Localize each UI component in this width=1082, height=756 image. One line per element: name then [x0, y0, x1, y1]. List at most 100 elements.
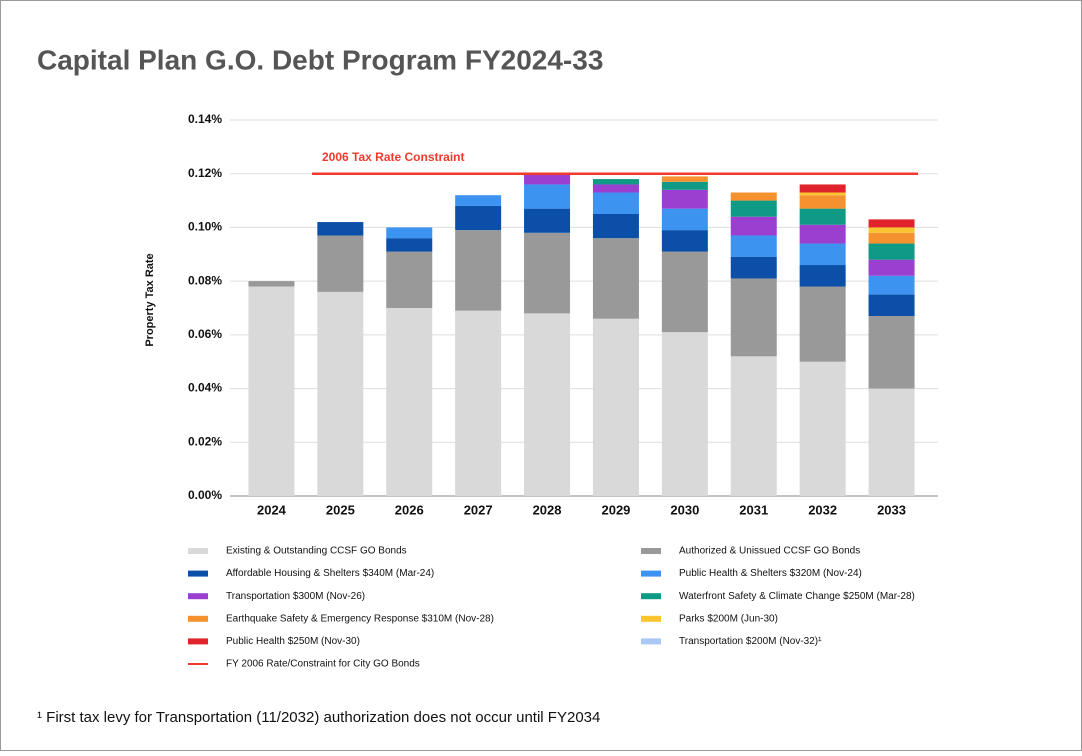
x-tick-label: 2024	[257, 502, 287, 517]
bar-segment	[868, 219, 915, 228]
bar-segment	[799, 265, 846, 287]
y-tick-label: 0.08%	[188, 273, 222, 287]
x-tick-label: 2031	[739, 502, 768, 517]
bar-segment	[799, 286, 846, 362]
bar-segment	[799, 195, 846, 209]
bar-segment	[386, 227, 433, 239]
bar-segment	[799, 192, 846, 196]
bar-segment	[455, 195, 502, 206]
bar-segment	[592, 214, 639, 239]
legend-swatch	[641, 638, 661, 645]
bar-segment	[455, 230, 502, 311]
legend-label: Affordable Housing & Shelters $340M (Mar…	[226, 568, 434, 579]
legend-label: Public Health $250M (Nov-30)	[226, 636, 360, 647]
bar-segment	[661, 176, 708, 182]
y-tick-label: 0.02%	[188, 434, 222, 448]
bar-segment	[592, 179, 639, 185]
y-tick-label: 0.12%	[188, 166, 222, 180]
bar-segment	[524, 184, 571, 209]
bar-segment	[868, 275, 915, 295]
bar-segment	[317, 222, 364, 236]
bar-segment	[868, 232, 915, 244]
y-tick-label: 0.00%	[188, 488, 222, 502]
bar-segment	[592, 184, 639, 193]
bar-segment	[248, 286, 295, 496]
x-tick-label: 2030	[670, 502, 699, 517]
bar-segment	[730, 356, 777, 496]
bar-segment	[317, 291, 364, 496]
bar-segment	[592, 192, 639, 214]
legend-swatch	[188, 548, 208, 554]
bar-segment	[661, 251, 708, 333]
bar-segment	[730, 216, 777, 236]
legend-label: Transportation $200M (Nov-32)¹	[679, 636, 822, 647]
legend-swatch	[188, 570, 208, 577]
bar-segment	[524, 232, 571, 314]
bar-segment	[661, 332, 708, 496]
bar-segment	[661, 208, 708, 231]
bar-segment	[868, 227, 915, 233]
legend-swatch	[188, 638, 208, 645]
bar-segment	[868, 259, 915, 276]
legend-swatch	[188, 615, 208, 622]
bar-segment	[799, 361, 846, 496]
reference-label: 2006 Tax Rate Constraint	[322, 150, 465, 164]
bar-segment	[730, 200, 777, 217]
bar-segment	[524, 173, 571, 185]
bar-segment	[248, 281, 295, 287]
bar-segment	[868, 388, 915, 496]
x-tick-label: 2029	[601, 502, 630, 517]
bar-segment	[661, 230, 708, 252]
bar-segment	[455, 205, 502, 231]
bar-segment	[592, 318, 639, 496]
legend-swatch	[641, 548, 661, 554]
bar-segment	[799, 208, 846, 225]
bar-segment	[455, 310, 502, 496]
y-tick-label: 0.04%	[188, 381, 222, 395]
x-tick-label: 2025	[326, 502, 355, 517]
bar-segment	[868, 243, 915, 260]
bar-segment	[386, 238, 433, 252]
x-tick-label: 2028	[533, 502, 562, 517]
x-tick-label: 2026	[395, 502, 424, 517]
footnote: ¹ First tax levy for Transportation (11/…	[37, 709, 600, 726]
bar-segment	[868, 316, 915, 389]
bar-segment	[730, 192, 777, 201]
legend-label: Parks $200M (Jun-30)	[679, 613, 778, 624]
x-tick-label: 2033	[877, 502, 906, 517]
bar-segment	[592, 238, 639, 319]
x-tick-label: 2027	[464, 502, 493, 517]
legend-label: Existing & Outstanding CCSF GO Bonds	[226, 546, 407, 557]
bar-segment	[799, 224, 846, 244]
bar-segment	[386, 308, 433, 496]
legend-label: Authorized & Unissued CCSF GO Bonds	[679, 546, 860, 557]
bar-segment	[730, 235, 777, 257]
legend-label: Earthquake Safety & Emergency Response $…	[226, 613, 494, 624]
bar-segment	[730, 278, 777, 357]
y-tick-label: 0.10%	[188, 220, 222, 234]
y-tick-label: 0.06%	[188, 327, 222, 341]
bar-segment	[661, 189, 708, 209]
y-tick-label: 0.14%	[188, 112, 222, 126]
bar-segment	[524, 208, 571, 233]
bar-segment	[317, 235, 364, 292]
legend-label: FY 2006 Rate/Constraint for City GO Bond…	[226, 659, 420, 670]
legend-swatch	[641, 593, 661, 600]
bar-segment	[868, 294, 915, 317]
legend-label: Waterfront Safety & Climate Change $250M…	[679, 591, 915, 602]
bar-segment	[661, 181, 708, 190]
bar-segment	[386, 251, 433, 308]
legend-label: Transportation $300M (Nov-26)	[226, 591, 365, 602]
legend-label: Public Health & Shelters $320M (Nov-24)	[679, 568, 862, 579]
bar-segment	[799, 243, 846, 266]
legend-swatch	[188, 593, 208, 600]
x-tick-label: 2032	[808, 502, 837, 517]
legend-swatch	[641, 615, 661, 622]
bar-segment	[730, 256, 777, 279]
chart-title: Capital Plan G.O. Debt Program FY2024-33	[37, 44, 603, 75]
bar-segment	[524, 313, 571, 496]
legend-swatch	[641, 570, 661, 577]
y-axis-label: Property Tax Rate	[144, 253, 156, 346]
bar-segment	[799, 184, 846, 193]
